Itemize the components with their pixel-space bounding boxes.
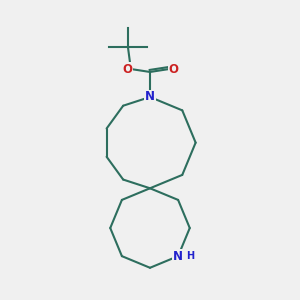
Text: O: O bbox=[169, 62, 179, 76]
Text: O: O bbox=[122, 62, 132, 76]
Text: N: N bbox=[145, 91, 155, 103]
Text: H: H bbox=[186, 251, 194, 261]
Text: N: N bbox=[173, 250, 183, 262]
